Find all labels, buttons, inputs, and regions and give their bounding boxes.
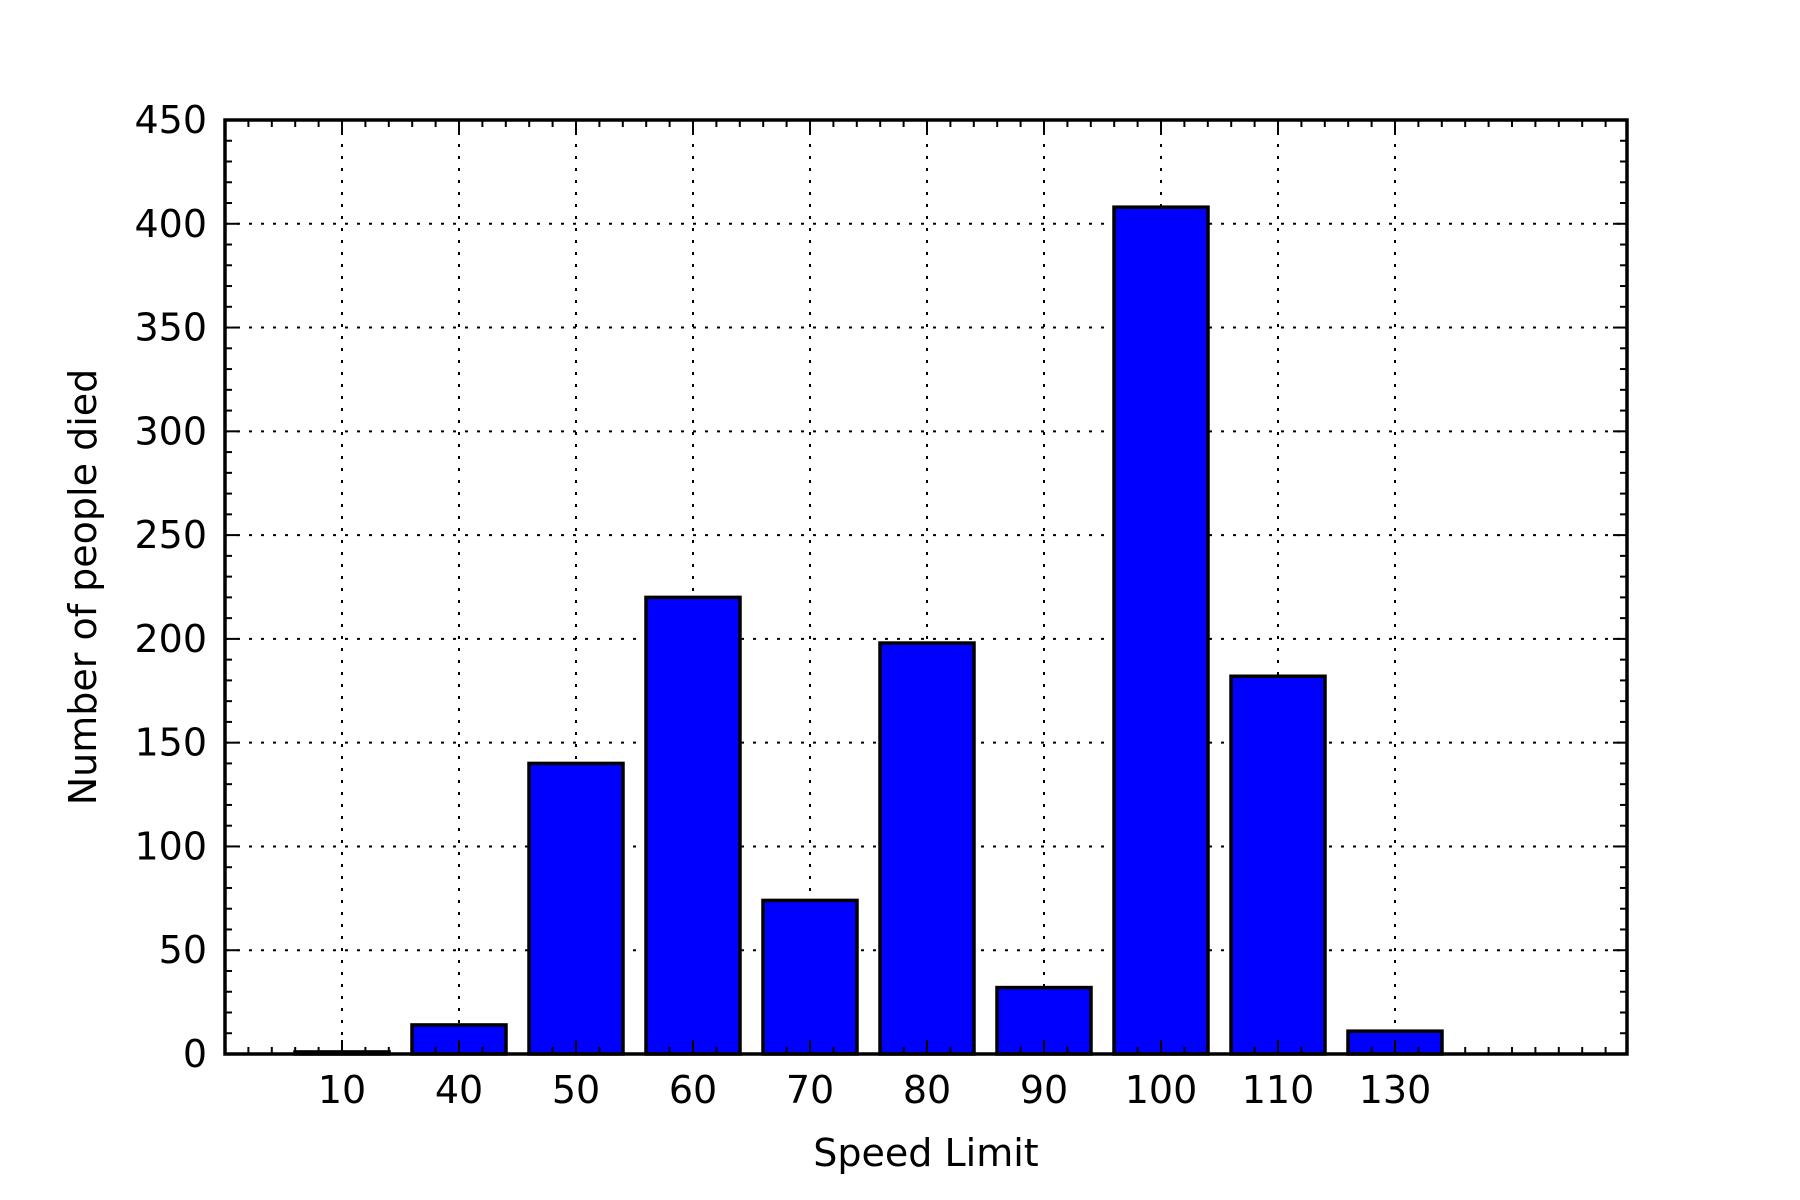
y-tick-label: 100	[134, 824, 207, 868]
y-axis-label: Number of people died	[61, 369, 105, 806]
y-tick-label: 0	[183, 1032, 207, 1076]
y-tick-label: 250	[134, 513, 207, 557]
x-tick-label: 100	[1125, 1068, 1198, 1112]
y-tick-label: 300	[134, 409, 207, 453]
x-tick-label: 70	[786, 1068, 834, 1112]
x-tick-label: 50	[552, 1068, 600, 1112]
y-tick-label: 350	[134, 306, 207, 350]
bar-70	[761, 898, 859, 1056]
x-tick-label: 110	[1242, 1068, 1315, 1112]
x-tick-label: 10	[318, 1068, 366, 1112]
x-tick-label: 80	[903, 1068, 951, 1112]
y-tick-label: 450	[134, 98, 207, 142]
plot-frame	[223, 118, 1629, 1056]
bars	[293, 205, 1444, 1056]
x-tick-label: 130	[1359, 1068, 1432, 1112]
x-tick-label: 40	[435, 1068, 483, 1112]
tick-labels: 0 50 100 150 200 250 300 350 400 450 10 40 50 60 70 80 9…	[134, 98, 1431, 1112]
x-tick-label: 90	[1020, 1068, 1068, 1112]
x-axis-label: Speed Limit	[813, 1131, 1038, 1175]
y-tick-label: 400	[134, 202, 207, 246]
bar-40	[410, 1023, 508, 1056]
bar-50	[527, 761, 625, 1056]
bar-100	[1112, 205, 1210, 1056]
bar-80	[878, 641, 976, 1056]
y-tick-label: 150	[134, 721, 207, 765]
y-tick-label: 200	[134, 617, 207, 661]
x-tick-label: 60	[669, 1068, 717, 1112]
bar-60	[644, 595, 742, 1056]
bar-110	[1229, 674, 1327, 1056]
y-tick-label: 50	[159, 928, 207, 972]
